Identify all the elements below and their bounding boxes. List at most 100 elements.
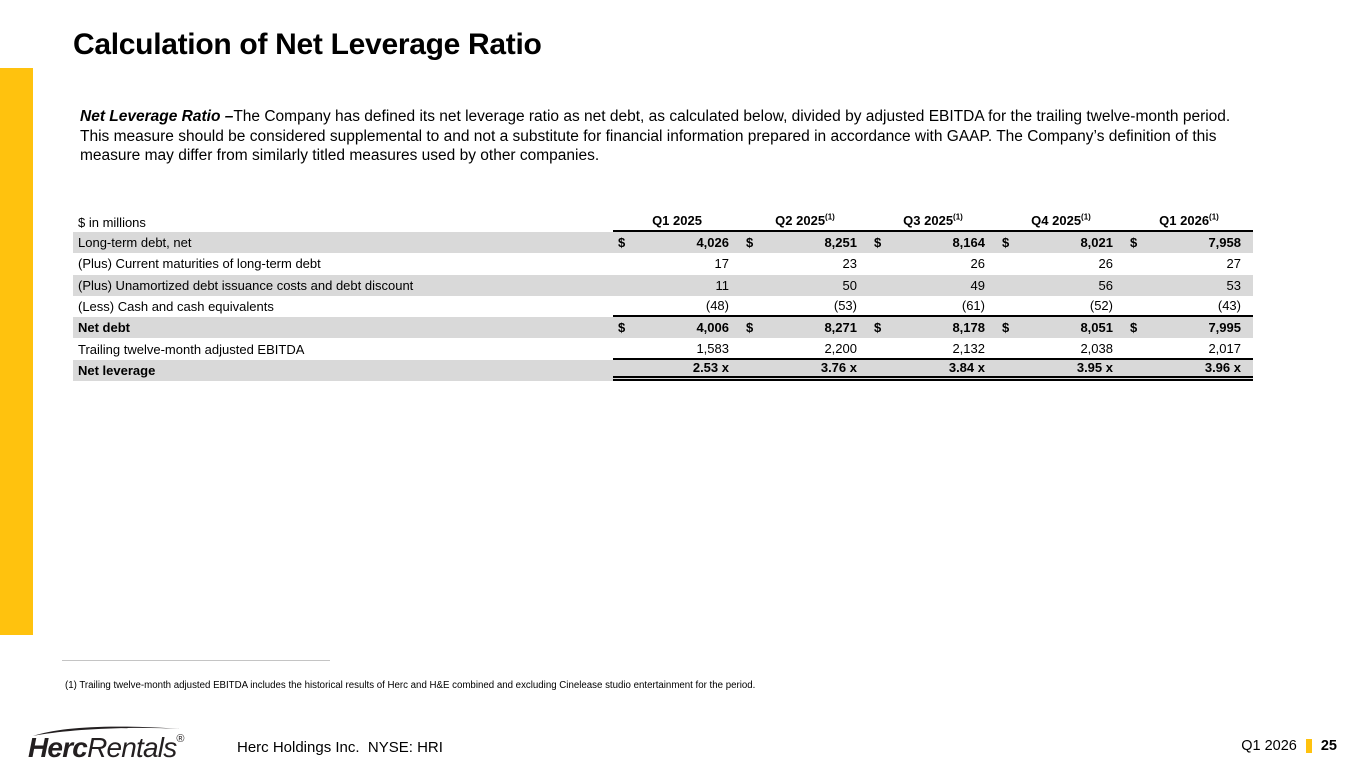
table-cell: (48): [613, 296, 741, 315]
logo-swoosh-icon: [33, 726, 180, 736]
registered-mark-icon: ®: [176, 733, 184, 745]
cell-value: 3.76 x: [820, 360, 857, 376]
cell-value: 7,958: [1208, 235, 1241, 251]
page-title: Calculation of Net Leverage Ratio: [73, 28, 542, 61]
cell-value: 53: [1226, 277, 1241, 293]
cell-value: 8,178: [952, 320, 985, 336]
cell-value: 2.53 x: [692, 360, 729, 376]
footnote-marker: (1): [1209, 212, 1219, 222]
table-row-long-term-debt: Long-term debt, net $4,026 $8,251 $8,164…: [73, 232, 1253, 254]
table-row-unamortized-costs: (Plus) Unamortized debt issuance costs a…: [73, 274, 1253, 296]
cell-value: 8,271: [824, 320, 857, 336]
intro-body: The Company has defined its net leverage…: [80, 108, 1231, 165]
table-row-ttm-adjusted-ebitda: Trailing twelve-month adjusted EBITDA 1,…: [73, 338, 1253, 360]
herc-rentals-logo: HercRentals®: [28, 724, 185, 763]
table-cell: 2,200: [741, 338, 869, 357]
row-label: (Less) Cash and cash equivalents: [78, 299, 274, 315]
table-cell: 2,017: [1125, 338, 1253, 357]
cell-value: 2,132: [952, 340, 985, 356]
footnote-marker: (1): [1081, 212, 1091, 222]
cell-value: (61): [961, 298, 985, 314]
page-number: 25: [1320, 738, 1337, 754]
cell-value: 4,006: [696, 320, 729, 336]
cell-value: 8,021: [1080, 235, 1113, 251]
footnote-text: (1) Trailing twelve-month adjusted EBITD…: [65, 680, 756, 691]
table-cell: $8,051: [997, 317, 1125, 338]
table-cell: $7,958: [1125, 232, 1253, 253]
table-cell: (52): [997, 296, 1125, 315]
table-cell: 50: [741, 275, 869, 296]
footer-right: Q1 2026 25: [1241, 738, 1337, 754]
table-cell: $4,026: [613, 232, 741, 253]
table-cell: 17: [613, 253, 741, 274]
table-cell: $8,178: [869, 317, 997, 338]
footnote-divider: [62, 660, 330, 661]
row-label: Net debt: [78, 320, 130, 336]
currency-symbol: $: [1002, 320, 1010, 336]
footnote-marker: (1): [953, 212, 963, 222]
table-cell: 53: [1125, 275, 1253, 296]
cell-value: 23: [842, 256, 857, 272]
column-header-label: Q2 2025: [775, 213, 826, 228]
table-row-cash-equivalents: (Less) Cash and cash equivalents (48) (5…: [73, 296, 1253, 318]
cell-value: 2,038: [1080, 340, 1113, 356]
row-label: (Plus) Current maturities of long-term d…: [78, 256, 321, 272]
currency-symbol: $: [746, 320, 754, 336]
cell-value: 50: [842, 277, 857, 293]
cell-value: 49: [970, 277, 985, 293]
cell-value: 8,251: [824, 235, 857, 251]
table-cell: 3.96 x: [1125, 360, 1253, 376]
column-header-q4-2025: Q4 2025(1): [997, 211, 1125, 230]
cell-value: 8,164: [952, 235, 985, 251]
table-cell: 23: [741, 253, 869, 274]
cell-value: 11: [715, 277, 730, 293]
cell-value: 26: [1098, 256, 1113, 272]
footer-period: Q1 2026: [1241, 738, 1297, 754]
cell-value: 7,995: [1208, 320, 1241, 336]
cell-value: 2,017: [1208, 340, 1241, 356]
table-cell: 26: [869, 253, 997, 274]
table-cell: 11: [613, 275, 741, 296]
row-label: Trailing twelve-month adjusted EBITDA: [78, 341, 305, 357]
table-cell: 3.76 x: [741, 360, 869, 376]
table-cell: 2.53 x: [613, 360, 741, 376]
currency-symbol: $: [1130, 235, 1138, 251]
cell-value: 17: [714, 256, 729, 272]
cell-value: (48): [705, 298, 729, 314]
column-header-label: Q1 2026: [1159, 213, 1210, 228]
accent-bar: [0, 68, 33, 635]
table-unit-label: $ in millions: [78, 215, 146, 230]
cell-value: 1,583: [696, 340, 729, 356]
cell-value: 56: [1098, 277, 1113, 293]
column-header-label: Q1 2025: [652, 213, 702, 228]
cell-value: 2,200: [824, 340, 857, 356]
table-cell: (61): [869, 296, 997, 315]
cell-value: 4,026: [696, 235, 729, 251]
table-header-row: $ in millions Q1 2025 Q2 2025(1) Q3 2025…: [73, 211, 1253, 232]
currency-symbol: $: [874, 235, 882, 251]
currency-symbol: $: [1002, 235, 1010, 251]
table-cell: (53): [741, 296, 869, 315]
table-cell: 3.95 x: [997, 360, 1125, 376]
intro-lead: Net Leverage Ratio –: [80, 108, 234, 125]
currency-symbol: $: [874, 320, 882, 336]
table-cell: 2,038: [997, 338, 1125, 357]
column-header-q1-2025: Q1 2025: [613, 211, 741, 230]
table-cell: 1,583: [613, 338, 741, 357]
table-cell: 26: [997, 253, 1125, 274]
table-cell: 27: [1125, 253, 1253, 274]
row-label: Long-term debt, net: [78, 235, 192, 251]
currency-symbol: $: [746, 235, 754, 251]
net-leverage-table: $ in millions Q1 2025 Q2 2025(1) Q3 2025…: [73, 211, 1253, 382]
column-header-q2-2025: Q2 2025(1): [741, 211, 869, 230]
currency-symbol: $: [618, 235, 626, 251]
table-cell: (43): [1125, 296, 1253, 315]
table-cell: 56: [997, 275, 1125, 296]
table-cell: 2,132: [869, 338, 997, 357]
table-cell: $7,995: [1125, 317, 1253, 338]
intro-paragraph: Net Leverage Ratio –The Company has defi…: [80, 107, 1243, 166]
logo-rentals-text: Rentals: [87, 732, 177, 763]
table-row-net-leverage: Net leverage 2.53 x 3.76 x 3.84 x 3.95 x…: [73, 359, 1253, 382]
cell-value: (52): [1089, 298, 1113, 314]
